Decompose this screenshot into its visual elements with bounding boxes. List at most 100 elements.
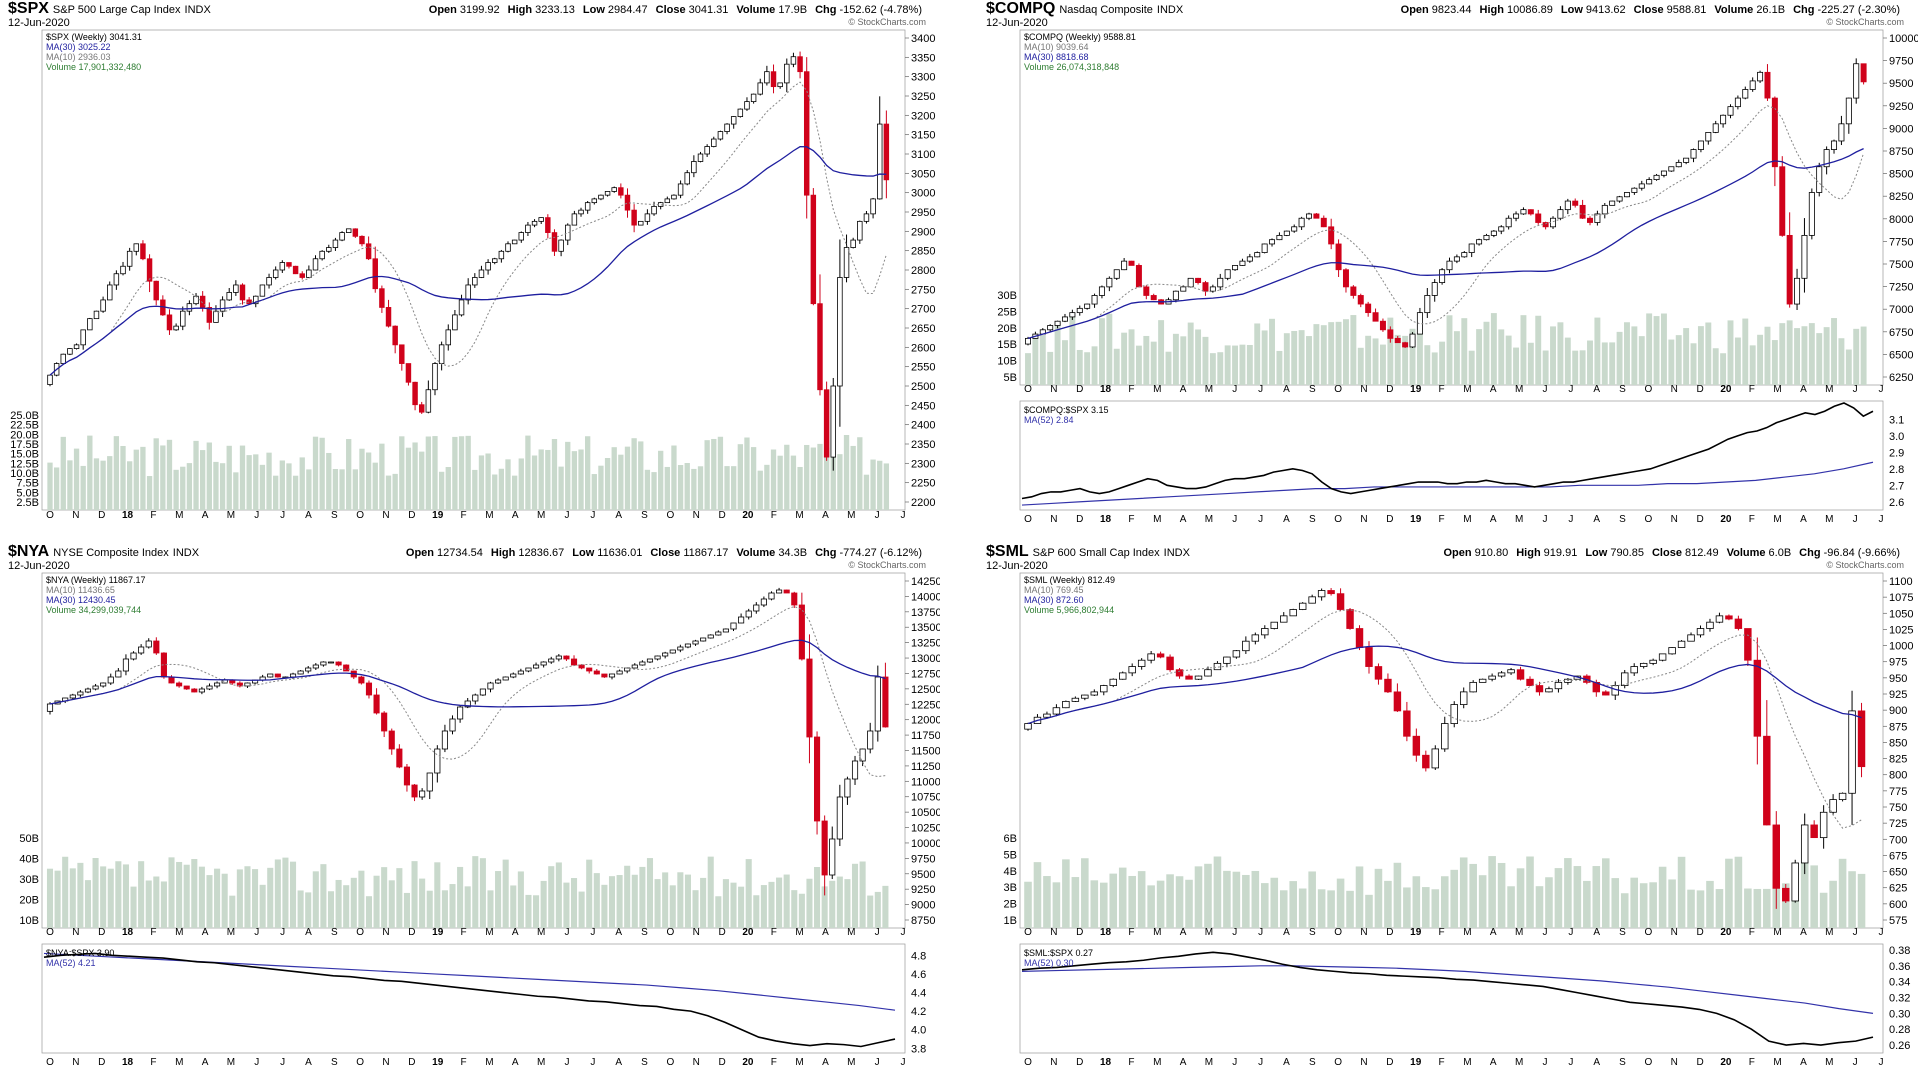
volume-bar [1649,882,1657,928]
volume-bar [259,464,266,510]
candle-body [1239,260,1246,266]
legend-entry: MA(10) 769.45 [1024,585,1084,595]
volume-bar [1327,890,1335,928]
volume-bar [677,465,684,510]
volume-bar [540,880,547,928]
ohlc-label-chg: Chg [1793,4,1815,16]
x-axis-label: D [718,927,725,938]
candle-body [857,220,863,241]
volume-bar [1535,315,1542,385]
candle-body [525,224,531,233]
x-axis-label: A [822,927,829,938]
volume-bar [677,872,684,928]
volume-bar [1328,322,1335,385]
candle-body [1712,123,1719,133]
x-axis-label: S [331,927,338,938]
price-tick-label: 6250 [1889,372,1913,384]
volume-bar [1459,857,1468,928]
volume-bar [829,880,836,928]
price-tick-label: 2350 [911,439,935,451]
candle-body [1113,269,1120,279]
volume-bar [1412,876,1421,928]
candle-body [373,694,380,714]
volume-bar [478,455,485,510]
price-tick-label: 2750 [911,284,935,296]
volume-bar [273,475,279,510]
candle-body [1587,217,1593,223]
volume-bar [558,466,564,510]
candle-body [1848,710,1856,794]
ohlc-value-volume: 17.9B [778,4,808,16]
candle-body [1749,80,1756,90]
volume-bar [319,437,325,510]
volume-bar [153,876,160,928]
x-axis-label: J [901,927,906,938]
volume-bar [671,445,677,510]
candle-body [1764,71,1771,99]
volume-bar [1062,340,1068,385]
price-tick-label: 2400 [911,420,935,432]
candle-body [662,652,669,657]
volume-bar [715,896,722,928]
volume-bar [352,469,358,510]
volume-bar [1069,314,1076,385]
price-tick-label: 800 [1889,770,1907,782]
candle-body [365,243,372,260]
volume-bar [186,463,193,510]
candle-body [478,269,485,278]
volume-bar [1516,868,1525,928]
candle-body [359,235,365,245]
candle-body [1109,678,1117,686]
volume-bar [120,445,126,510]
volume-bar [1135,345,1142,385]
x-axis-label: M [175,927,183,938]
price-tick-label: 11250 [911,761,940,773]
x-axis-label: 19 [432,510,444,521]
candle-body [1497,672,1506,677]
candle-body [306,269,312,278]
candle-body [1535,685,1544,693]
ratio-x-axis-label: A [822,1057,829,1068]
volume-bar [1860,326,1867,385]
candle-body [274,673,281,678]
ratio-x-axis-label: M [795,1057,803,1068]
volume-bar [533,895,540,928]
x-axis-label: A [1283,927,1290,938]
candle-body [1734,97,1741,108]
candle-body [166,314,173,331]
x-axis-label: J [1879,384,1884,395]
volume-bar [760,885,767,928]
legend-entry: $SPX (Weekly) 3041.31 [46,32,142,42]
ratio-ma-line [1021,965,1874,1014]
candle-body [1335,243,1342,271]
candle-body [1106,277,1113,288]
x-axis-label: O [46,927,54,938]
volume-bar [651,472,657,510]
price-tick-label: 600 [1889,899,1907,911]
volume-bar [1054,323,1061,385]
volume-bar [253,454,259,510]
candle-body [84,688,92,693]
volume-bar [757,470,763,510]
ratio-x-axis-label: N [1671,514,1678,525]
candle-body [745,610,752,618]
volume-bar [618,454,624,510]
ratio-line [1021,402,1874,500]
price-tick-label: 1000 [1889,641,1913,653]
ratio-frame [1019,400,1884,511]
candle-body [584,202,591,211]
candle-body [1520,209,1527,215]
volume-bar [1781,883,1790,928]
candle-body [1535,213,1542,223]
candle-body [1579,204,1586,219]
volume-bar [279,460,285,510]
candle-body [1779,166,1786,236]
volume-bar [1306,336,1312,385]
candle-body [186,303,193,312]
volume-bar [54,870,61,928]
candle-body [517,670,524,675]
ratio-tick-label: 2.6 [1889,497,1904,509]
ohlc-label-chg: Chg [1799,547,1821,559]
candle-body [1246,256,1253,262]
ratio-tick-label: 0.34 [1889,977,1910,989]
